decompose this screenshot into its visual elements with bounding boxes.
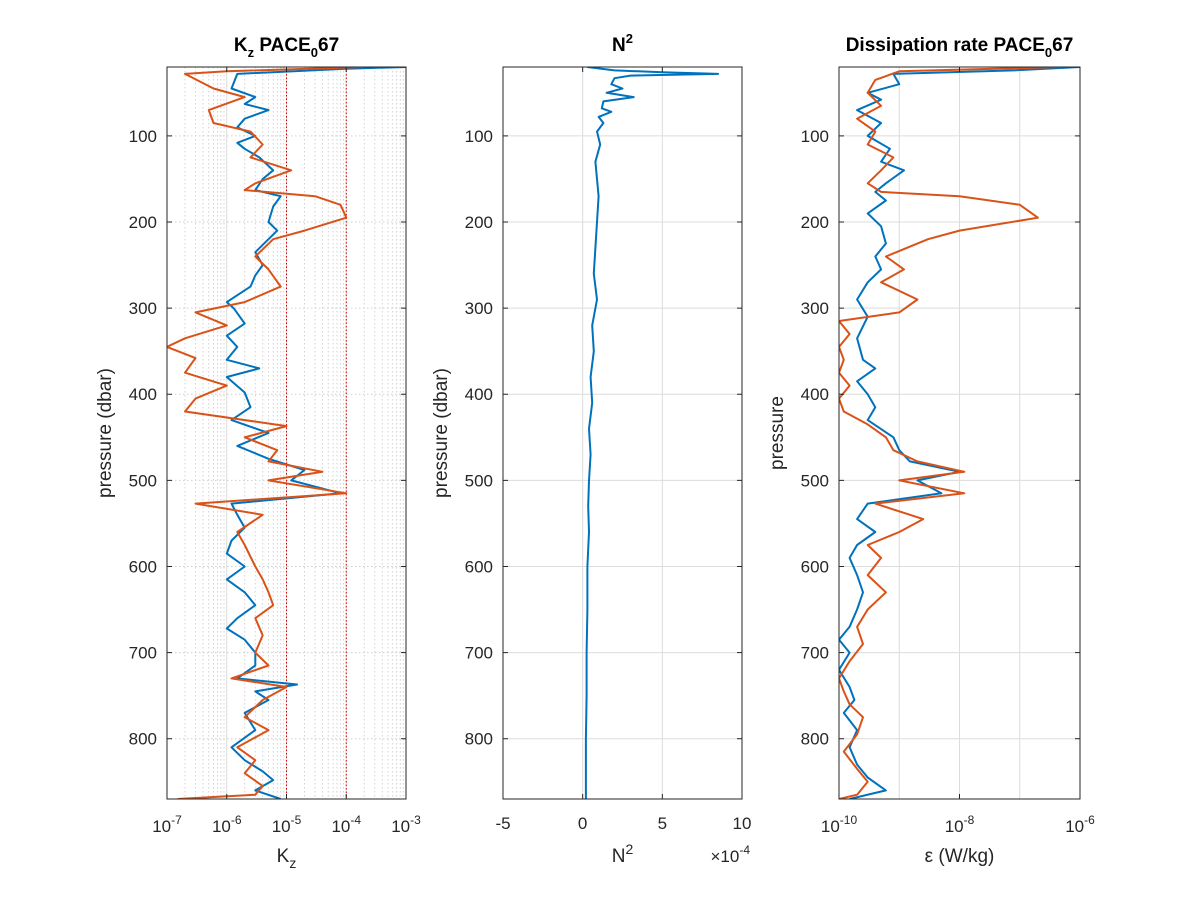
- y-tick-label: 600: [801, 557, 829, 576]
- panel-n2: 100 200 300 400 500 600 700 800 -5 0 5 10 ×10-4 N2 N2 p…: [431, 31, 751, 867]
- y-tick-label: 100: [465, 127, 493, 146]
- chart-title: N2: [612, 31, 633, 56]
- y-tick-label: 300: [801, 299, 829, 318]
- x-tick-label: -5: [495, 814, 510, 833]
- x-tick-label: 10-4: [331, 813, 361, 836]
- y-tick-label: 200: [465, 213, 493, 232]
- series-line-1: [584, 67, 720, 799]
- y-axis-label: pressure (dbar): [95, 368, 116, 498]
- y-tick-label: 100: [129, 127, 157, 146]
- x-tick-label: 10-7: [152, 813, 182, 836]
- x-tick-label: 10-6: [212, 813, 242, 836]
- y-tick-label: 800: [129, 730, 157, 749]
- y-tick-label: 300: [129, 299, 157, 318]
- y-tick-label: 300: [465, 299, 493, 318]
- x-multiplier: ×10-4: [710, 843, 750, 866]
- y-tick-label: 600: [129, 557, 157, 576]
- x-axis-label: Kz: [277, 846, 297, 871]
- y-axis-label: pressure: [767, 396, 788, 470]
- chart-title: Dissipation rate PACE067: [846, 35, 1074, 60]
- x-tick-label: 10-5: [272, 813, 302, 836]
- x-tick-label: 10-6: [1065, 813, 1095, 836]
- series-line-2: [167, 67, 365, 799]
- y-tick-label: 800: [801, 730, 829, 749]
- y-tick-label: 500: [801, 471, 829, 490]
- y-tick-label: 100: [801, 127, 829, 146]
- y-tick-label: 700: [801, 644, 829, 663]
- panel-eps: 100 200 300 400 500 600 700 800 10-10 10-8 10-6 Dis…: [767, 35, 1095, 867]
- panel-kz: 100 200 300 400 500 600 700 800 10-7 10-6 10-5 10-4…: [95, 35, 421, 871]
- y-tick-label: 600: [465, 557, 493, 576]
- x-axis-label: ε (W/kg): [925, 846, 995, 867]
- y-tick-label: 200: [129, 213, 157, 232]
- x-tick-label: 0: [578, 814, 587, 833]
- axes-frame: [502, 66, 743, 800]
- y-tick-label: 200: [801, 213, 829, 232]
- x-tick-label: 10-10: [821, 813, 858, 836]
- x-tick-label: 10: [733, 814, 752, 833]
- y-tick-label: 400: [129, 385, 157, 404]
- x-tick-label: 5: [658, 814, 667, 833]
- y-tick-label: 800: [465, 730, 493, 749]
- chart-title: Kz PACE067: [234, 35, 339, 60]
- y-tick-label: 700: [129, 644, 157, 663]
- y-tick-label: 700: [465, 644, 493, 663]
- y-tick-label: 500: [465, 471, 493, 490]
- x-axis-label: N2: [612, 841, 634, 867]
- y-tick-label: 500: [129, 471, 157, 490]
- grid: [503, 67, 742, 799]
- y-tick-label: 400: [801, 385, 829, 404]
- y-axis-label: pressure (dbar): [431, 368, 452, 498]
- series-line-1: [225, 67, 406, 799]
- y-tick-label: 400: [465, 385, 493, 404]
- grid: [839, 67, 1080, 799]
- x-tick-label: 10-8: [945, 813, 975, 836]
- series-line-2: [839, 67, 1062, 799]
- x-tick-label: 10-3: [391, 813, 421, 836]
